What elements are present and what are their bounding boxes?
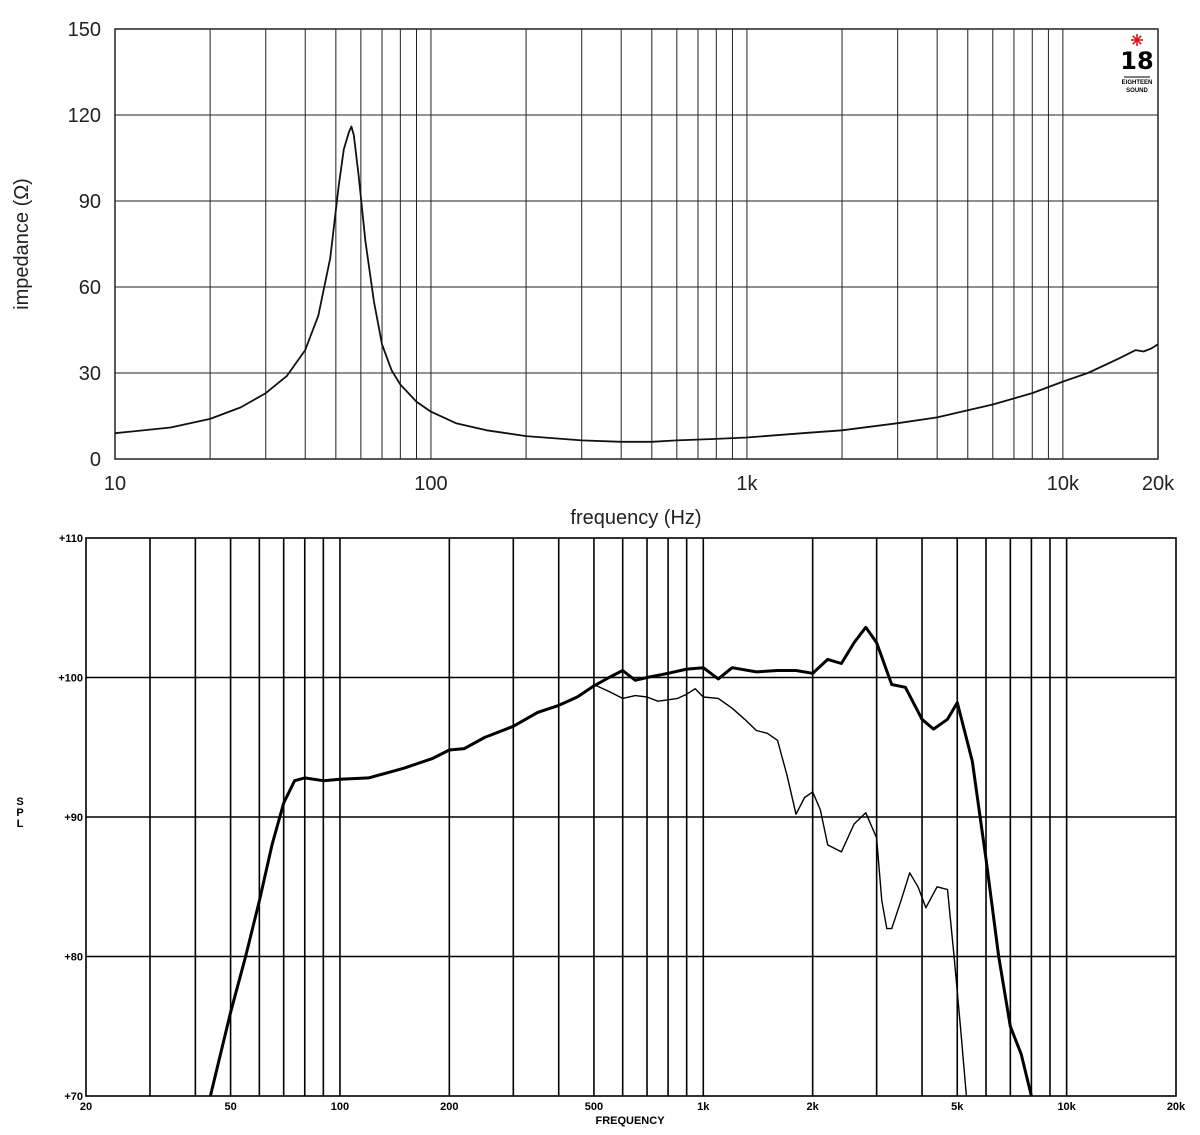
impedance-y-tick-label: 30 [79,363,101,385]
impedance-x-tick-label: 1k [736,473,758,495]
spl-curve-on-axis [208,625,1033,1096]
spl-y-tick-label: +80 [64,952,83,964]
impedance-x-tick-label: 10 [104,473,126,495]
impedance-plot-area [115,29,1158,459]
impedance-plot-frame [114,28,1159,460]
spl-x-tick-label: 200 [440,1101,458,1113]
logo-number: 18 [1120,47,1153,75]
impedance-x-tick-label: 20k [1142,473,1175,495]
logo-star-icon [1124,34,1150,78]
spl-x-tick-label: 50 [224,1101,236,1113]
impedance-grid [115,29,1158,459]
spl-series [208,625,1033,1096]
spl-chart: 20 50 100 200 500 1k 2k 5k 10k 20k +70 +80 +90 +100 +1… [16,533,1186,1127]
spl-x-tick-label: 1k [697,1101,710,1113]
spl-x-tick-label: 500 [585,1101,603,1113]
impedance-y-tick-label: 0 [90,449,101,471]
impedance-y-tick-label: 150 [68,19,101,41]
logo-subtitle-sound: SOUND [1126,88,1148,94]
logo-subtitle-eighteen: EIGHTEEN [1122,80,1153,86]
spl-plot-frame [85,537,1177,1097]
impedance-y-tick-label: 60 [79,277,101,299]
spl-grid [86,538,1176,1096]
impedance-tick-labels: 10 100 1k 10k 20k 0 30 60 90 120 150 [68,19,1175,495]
impedance-x-axis-label: frequency (Hz) [570,507,701,529]
spl-y-tick-label: +100 [58,673,83,685]
spl-curve-off-axis [593,683,968,1096]
impedance-curve [114,125,1159,443]
impedance-x-tick-label: 10k [1047,473,1080,495]
spl-x-tick-label: 100 [331,1101,349,1113]
impedance-y-tick-label: 120 [68,105,101,127]
spl-x-axis-label: FREQUENCY [595,1115,665,1127]
spl-x-tick-label: 2k [807,1101,820,1113]
impedance-y-tick-label: 90 [79,191,101,213]
spl-x-tick-label: 20 [80,1101,92,1113]
impedance-chart: 10 100 1k 10k 20k 0 30 60 90 120 150 frequency (Hz… [11,19,1175,529]
spl-x-tick-label: 20k [1167,1101,1186,1113]
impedance-x-tick-label: 100 [414,473,447,495]
spl-tick-labels: 20 50 100 200 500 1k 2k 5k 10k 20k +70 +80 +90 +100 +1… [58,533,1186,1113]
spl-x-tick-label: 10k [1057,1101,1076,1113]
spl-x-tick-label: 5k [951,1101,964,1113]
spl-y-tick-label: +90 [64,812,83,824]
spl-y-tick-label: +110 [59,533,83,545]
spl-y-tick-label: +70 [64,1091,83,1103]
impedance-series [114,125,1159,443]
impedance-y-axis-label: impedance (Ω) [11,178,33,310]
brand-logo: 18 EIGHTEEN SOUND [1120,34,1154,94]
